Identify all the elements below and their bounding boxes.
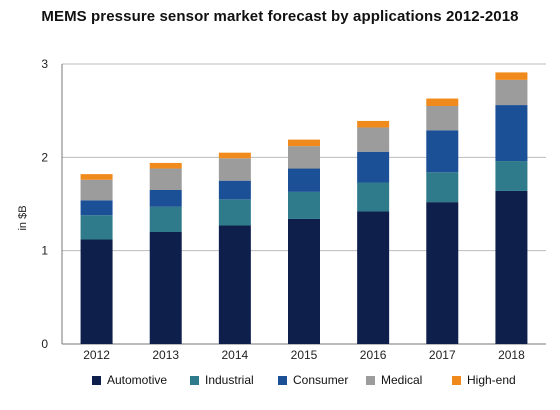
bar-segment-automotive [357,211,390,344]
bar-segment-automotive [80,239,113,344]
legend-item: High-end [452,373,516,387]
legend-label: Medical [381,373,423,387]
bar-segment-industrial [149,206,182,232]
bar-segment-medical [149,168,182,190]
bar-segment-industrial [218,199,251,226]
bar-segment-consumer [426,130,459,173]
bar-segment-consumer [288,168,320,192]
bar-segment-high-end [218,152,251,159]
legend-swatch [452,375,461,385]
bar-segment-high-end [288,139,320,147]
bar-segment-high-end [495,72,528,80]
x-tick-label: 2016 [360,348,387,362]
bar-segment-industrial [426,172,459,203]
y-tick-label: 1 [41,244,48,258]
chart-title: MEMS pressure sensor market forecast by … [41,8,519,25]
y-tick-label: 2 [41,150,48,164]
bar-segment-industrial [80,215,113,240]
bar-segment-medical [80,179,113,201]
bar-segment-consumer [218,180,251,200]
y-tick-label: 3 [41,57,48,71]
bar-segment-medical [288,146,320,169]
bar-segment-automotive [218,225,251,344]
legend-label: Automotive [107,373,168,387]
bar-segment-medical [426,106,459,131]
x-tick-label: 2014 [222,348,249,362]
bar-segment-industrial [357,182,390,212]
y-axis-label: in $B [17,205,29,230]
bar-segment-consumer [495,105,528,162]
legend-item: Medical [366,373,422,387]
bar-segment-consumer [149,190,182,207]
x-tick-label: 2013 [152,348,179,362]
legend-label: Industrial [205,373,254,387]
legend-item: Industrial [190,373,254,387]
legend-item: Automotive [92,373,167,387]
x-tick-label: 2018 [498,348,525,362]
bar-segment-consumer [357,151,390,183]
bar-segment-medical [218,158,251,181]
bar-segment-medical [495,79,528,106]
x-tick-label: 2012 [83,348,110,362]
bar-segment-consumer [80,200,113,216]
chart-legend: Automotive Industrial Consumer Medical High-… [0,373,560,395]
bar-segment-automotive [149,232,182,344]
bar-segment-automotive [426,202,459,344]
legend-swatch [278,375,287,385]
x-tick-label: 2015 [291,348,318,362]
bar-segment-industrial [495,161,528,191]
bar-segment-high-end [426,98,459,106]
bar-segment-industrial [288,191,320,219]
y-tick-label: 0 [41,337,48,351]
legend-swatch [190,375,199,385]
legend-label: Consumer [293,373,349,387]
bar-segment-automotive [288,218,320,344]
legend-label: High-end [467,373,516,387]
x-tick-label: 2017 [429,348,456,362]
bar-segment-high-end [149,162,182,169]
bar-segment-high-end [80,174,113,180]
bar-segment-high-end [357,120,390,128]
legend-item: Consumer [278,373,348,387]
bar-segment-medical [357,127,390,152]
bar-segment-automotive [495,190,528,344]
legend-swatch [366,375,375,385]
legend-swatch [92,375,101,385]
